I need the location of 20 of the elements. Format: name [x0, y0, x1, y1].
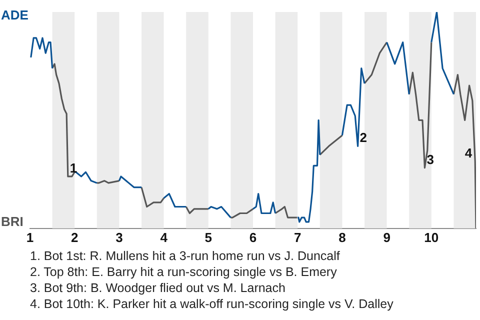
text: 3. Bot 9th: B. Woodger flied out vs M. Larnach [30, 280, 286, 296]
text: 1. Bot 1st: R. Mullens hit a 3-run home run vs J. Duncalf [30, 248, 341, 264]
x-tick-label: 5 [204, 230, 212, 245]
annotation: 2 [360, 130, 368, 146]
x-tick-label: 6 [249, 230, 257, 245]
x-tick-label: 2 [70, 230, 78, 245]
x-tick-label: 1 [26, 230, 34, 245]
x-tick-label: 8 [338, 230, 346, 245]
text: BRI [1, 214, 24, 229]
text: 2. Top 8th: E. Barry hit a run-scoring single vs B. Emery [30, 264, 338, 280]
annotation: 4 [464, 145, 473, 160]
x-tick-label: 10 [424, 230, 439, 245]
annotation: 3 [426, 152, 434, 167]
annotation: 1 [70, 160, 78, 176]
x-tick-label: 7 [294, 230, 302, 245]
x-tick-label: 3 [116, 230, 123, 245]
text: 4. Bot 10th: K. Parker hit a walk-off run-scoring single vs V. Dalley [30, 296, 394, 312]
x-tick-label: 9 [383, 230, 390, 245]
x-tick-label: 4 [160, 230, 168, 245]
text: ADE [1, 8, 29, 23]
